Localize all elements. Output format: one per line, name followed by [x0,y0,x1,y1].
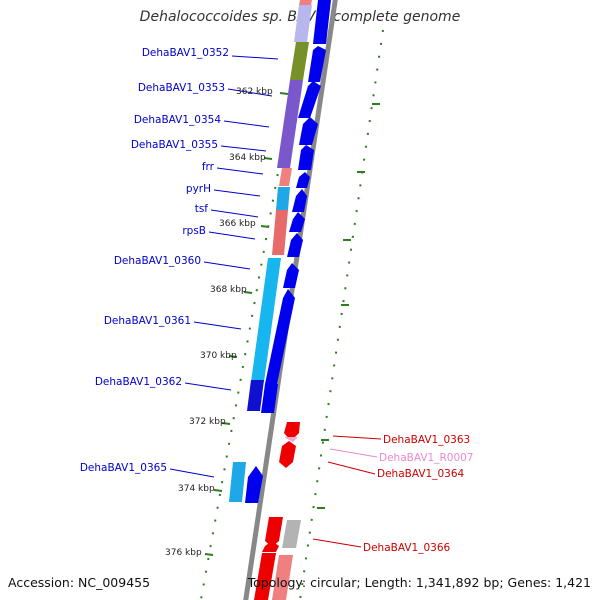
cog-block [229,462,246,502]
label-leader-line [203,261,251,270]
label-leader-line [220,145,267,152]
gene-label[interactable]: DehaBAV1_R0007 [379,452,473,464]
major-tick [228,355,238,358]
cds-arrow [254,553,276,600]
gene-label[interactable]: DehaBAV1_0366 [363,542,451,554]
label-leader-line [193,321,242,330]
gene-label[interactable]: DehaBAV1_0364 [377,468,465,480]
gene-label[interactable]: DehaBAV1_0361 [104,315,191,327]
label-leader-line [332,435,382,440]
label-leader-line [169,468,215,478]
major-tick [279,92,289,95]
label-leader-line [312,538,362,548]
cog-block [276,187,290,210]
tick-label: 370 kbp [200,351,237,361]
cds-arrow [265,517,283,547]
major-tick [213,489,223,492]
major-tick [221,422,231,425]
label-leader-line [208,231,256,240]
cds-arrow [292,189,307,212]
tick-labels: 362 kbp 364 kbp 366 kbp 368 kbp 370 kbp 372 k… [165,87,273,558]
gene-label[interactable]: DehaBAV1_0363 [383,434,470,446]
tick-label: 366 kbp [219,219,256,229]
gene-label[interactable]: pyrH [186,183,211,195]
label-leader-line [223,120,270,128]
tick-label: 362 kbp [236,87,273,97]
label-leader-line [216,167,264,175]
label-leader-line [329,448,378,458]
cog-block [272,555,293,600]
accession-text: Accession: NC_009455 [8,575,151,590]
gene-labels: DehaBAV1_0352 DehaBAV1_0353 DehaBAV1_0354 D… [80,47,474,554]
major-ticks [204,92,380,556]
major-tick [260,225,270,228]
misc-feature [282,520,301,548]
label-leader-line [210,209,259,218]
cds-arrow [299,117,318,145]
tick-label: 376 kbp [165,548,202,558]
cds-arrow [298,145,314,170]
label-leader-line [184,382,232,391]
cds-arrow [284,422,300,441]
cog-block [277,80,303,168]
rna-feature [284,437,298,442]
tick-label: 368 kbp [210,285,247,295]
gene-label[interactable]: DehaBAV1_0365 [80,462,167,474]
cog-blocks [229,0,312,502]
genome-summary-text: Topology: circular; Length: 1,341,892 bp… [247,575,591,590]
tick-label: 372 kbp [189,417,226,427]
cds-arrow [245,466,263,503]
cds-arrow [287,233,303,257]
tick-label: 374 kbp [178,484,215,494]
forward-cds [245,0,331,503]
gene-label[interactable]: DehaBAV1_0353 [138,82,225,94]
reverse-cds [254,422,301,600]
major-tick [204,553,214,556]
cog-block [251,258,281,382]
cog-block [290,42,309,80]
cog-block [247,380,264,411]
gene-label[interactable]: frr [202,161,215,173]
cog-block [272,210,288,255]
cds-arrow [265,289,295,384]
gene-label[interactable]: rpsB [182,225,206,237]
cds-arrow [308,46,326,82]
gene-label[interactable]: DehaBAV1_0360 [114,255,201,267]
gene-label[interactable]: DehaBAV1_0354 [134,114,222,126]
label-leader-line [231,55,279,60]
cds-arrow [279,441,296,468]
cds-arrow [298,81,321,118]
tick-label: 364 kbp [229,153,266,163]
major-tick [243,291,253,294]
tick-ring-outer [299,29,384,600]
major-tick [263,157,273,160]
label-leader-line [227,88,273,97]
cog-block [294,5,312,42]
label-leader-lines [169,55,382,548]
gene-label[interactable]: DehaBAV1_0355 [131,139,218,151]
cds-arrow [262,541,279,552]
gene-label[interactable]: DehaBAV1_0352 [142,47,229,59]
cds-arrow [261,384,278,413]
cds-arrow [296,172,310,188]
gene-label[interactable]: tsf [195,203,209,215]
cog-block [299,0,312,5]
gene-label[interactable]: DehaBAV1_0362 [95,376,182,388]
label-leader-line [327,461,376,475]
label-leader-line [213,189,261,197]
cds-arrow [289,212,305,232]
cog-block [279,168,292,186]
cds-arrow [283,263,299,288]
cds-arrow [313,0,331,44]
